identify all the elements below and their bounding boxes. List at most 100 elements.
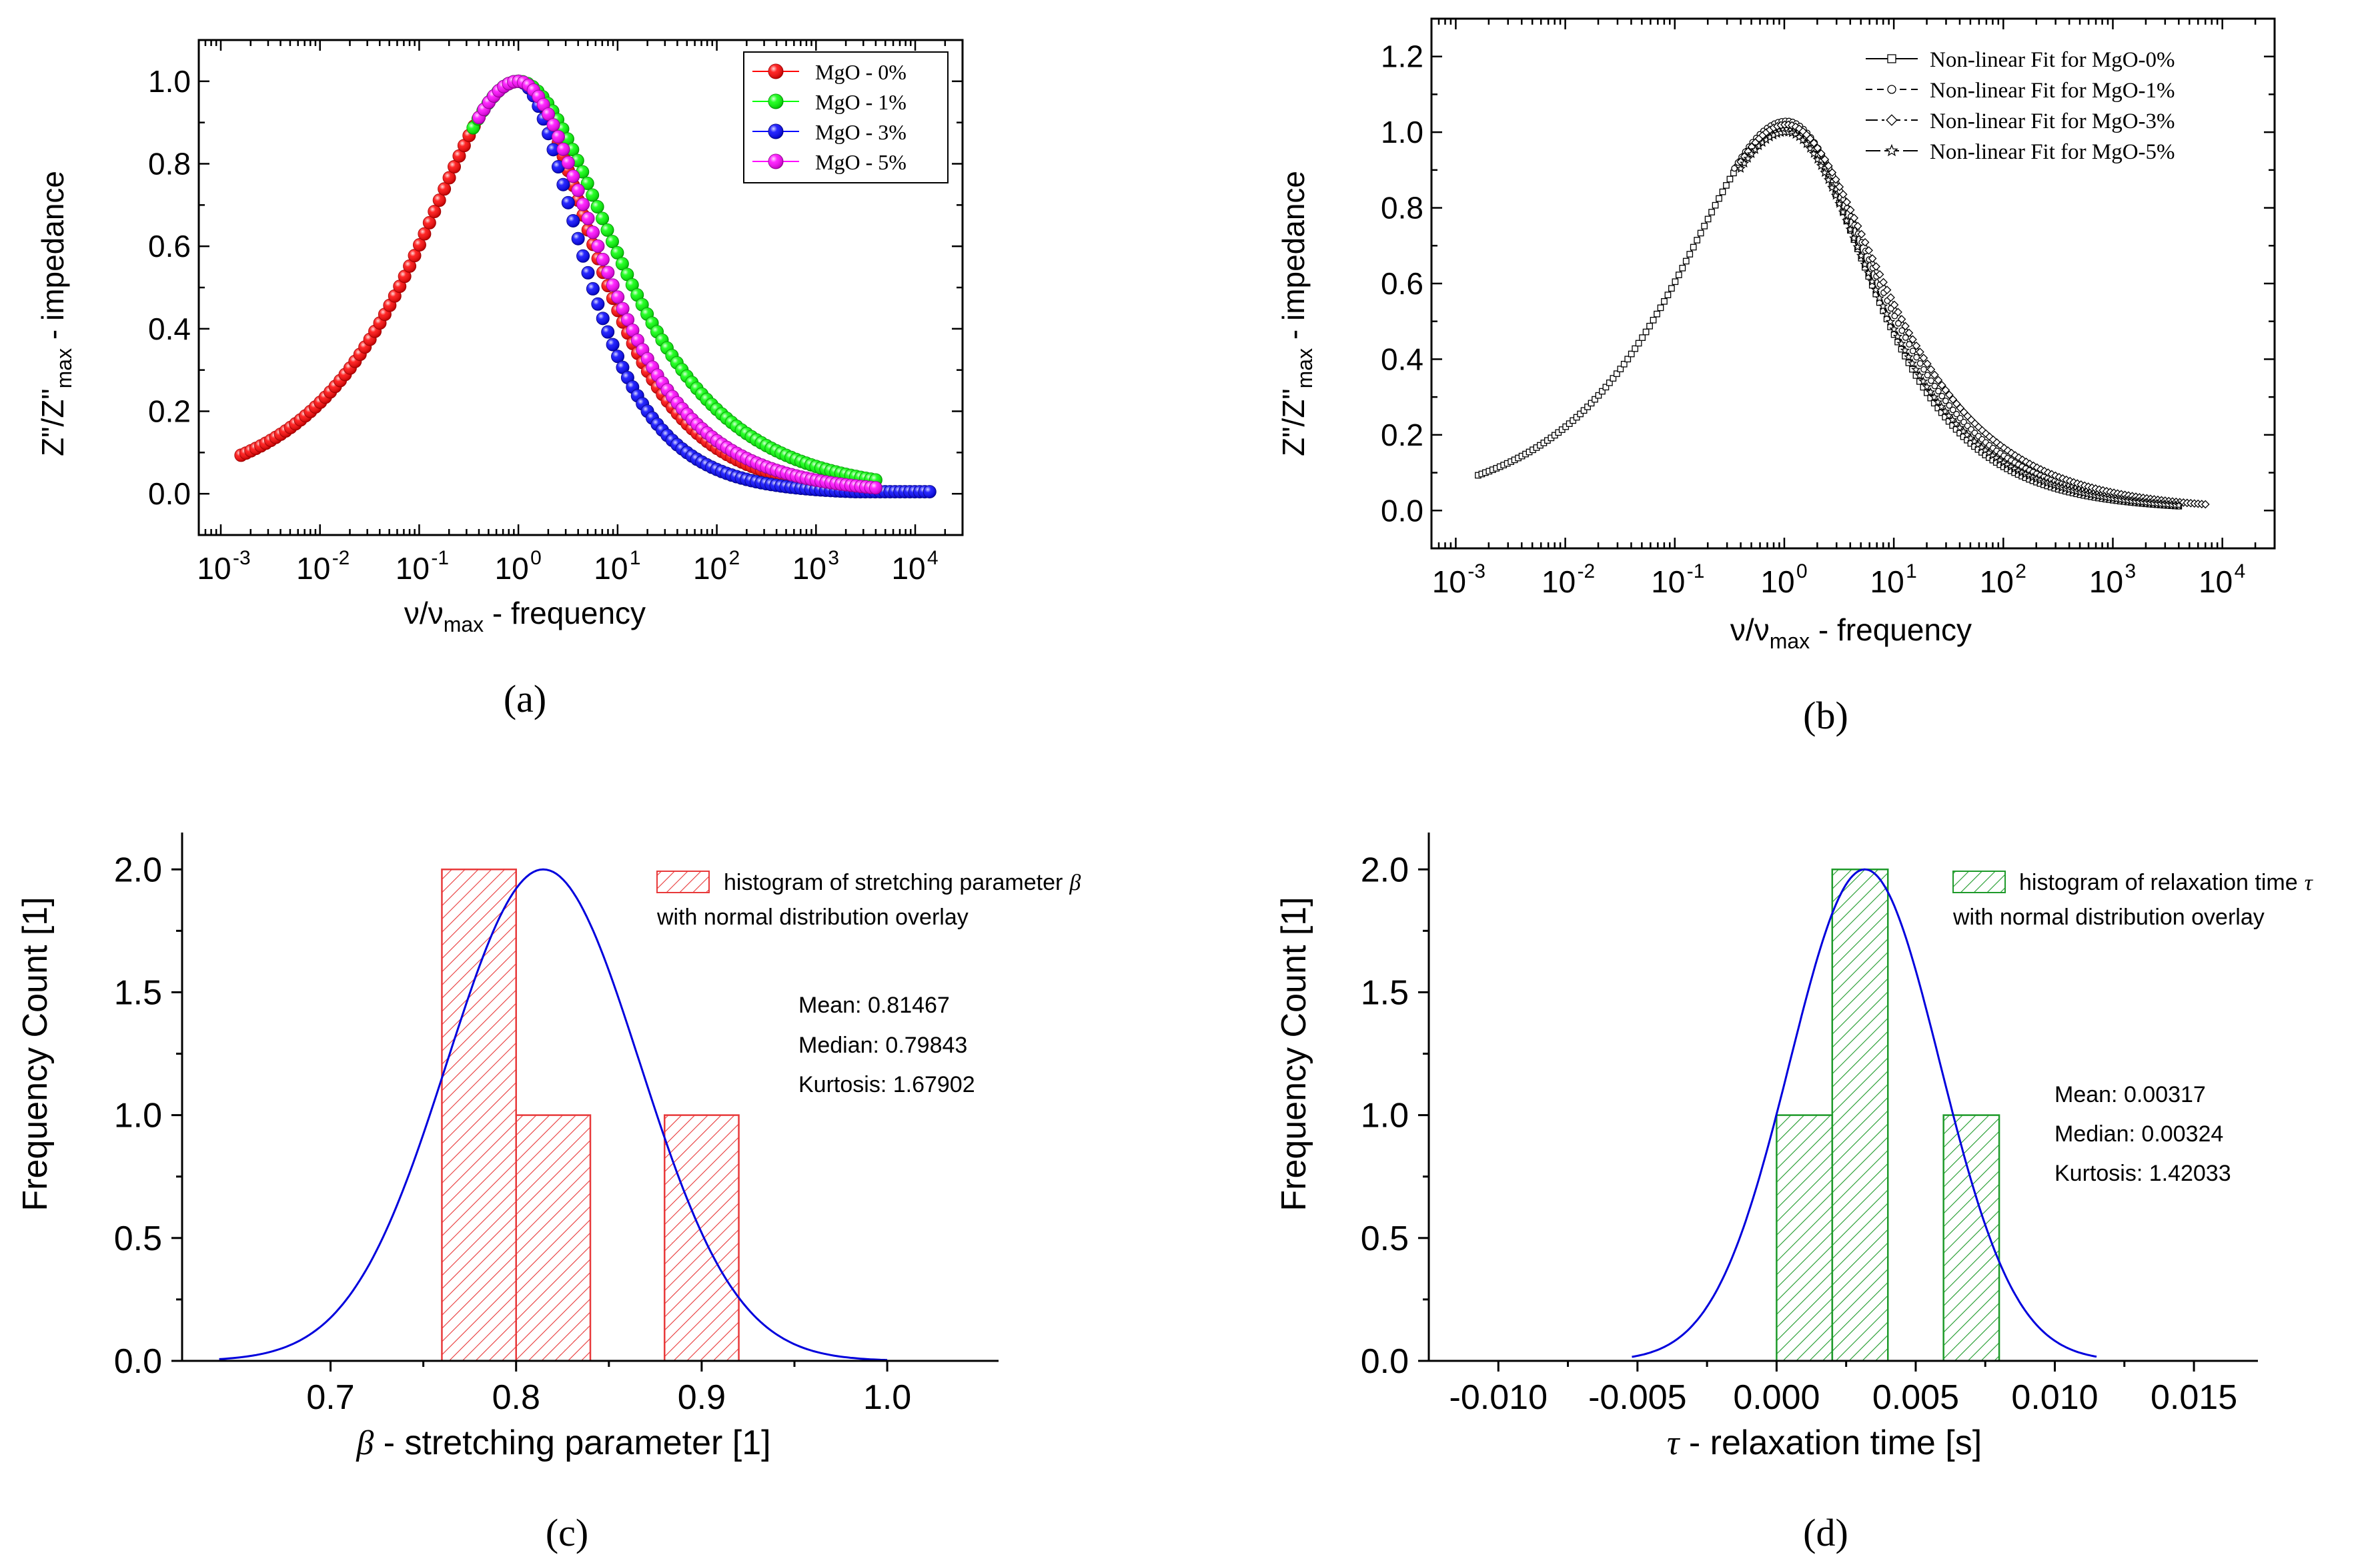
svg-text:Median: 0.79843: Median: 0.79843 bbox=[798, 1033, 967, 1058]
panel-b-point bbox=[1620, 360, 1628, 368]
panel-b-point bbox=[1872, 262, 1880, 271]
panel-d-axes-frame bbox=[1418, 833, 2258, 1372]
b-y-tick-label: 0.2 bbox=[1381, 418, 1423, 452]
panel-b-point bbox=[1894, 320, 1902, 327]
panel-b-point bbox=[1746, 149, 1757, 159]
a-y-tick-label: 0.4 bbox=[148, 312, 191, 346]
panel-b-point bbox=[1879, 278, 1888, 287]
panel-b-point bbox=[1664, 292, 1672, 298]
panel-b-point bbox=[1824, 161, 1833, 170]
a-x-tick-label: 10 bbox=[891, 551, 925, 586]
d-x-tick-label: 0.015 bbox=[2151, 1378, 2237, 1417]
panel-b-point bbox=[1852, 241, 1863, 251]
a-x-tick-exponent: 3 bbox=[828, 547, 839, 569]
panel-b-point bbox=[1846, 205, 1855, 215]
panel-d-tick-labels: 0.0 0.5 1.0 1.5 2.0 -0.010 -0.005 0.000 0.005 0.0… bbox=[1361, 851, 2237, 1417]
panel-b-point bbox=[1816, 149, 1826, 158]
panel-b-point bbox=[1912, 342, 1921, 350]
panel-b-point bbox=[1809, 139, 1818, 147]
panel-b-point bbox=[1931, 382, 1938, 390]
panel-b-point bbox=[1694, 237, 1701, 243]
panel-d-stats: Mean: 0.00317 Median: 0.00324 Kurtosis: … bbox=[2054, 1082, 2231, 1186]
a-x-tick-label: 10 bbox=[792, 551, 826, 586]
a-x-tick-exponent: 0 bbox=[530, 547, 542, 569]
panel-b-point bbox=[1910, 364, 1921, 374]
d-x-tick-label: 0.000 bbox=[1733, 1378, 1820, 1417]
panel-b-point bbox=[1949, 406, 1956, 414]
panel-b-point bbox=[1827, 182, 1837, 192]
panel-b-point bbox=[1992, 438, 2001, 447]
panel-b-point bbox=[1712, 201, 1719, 209]
a-x-tick-label: 10 bbox=[495, 551, 529, 586]
a-x-tick-label: 10 bbox=[197, 551, 231, 586]
b-y-tick-label: 1.0 bbox=[1381, 115, 1423, 149]
c-bar bbox=[515, 1114, 592, 1362]
svg-text:Mean: 0.00317: Mean: 0.00317 bbox=[2054, 1082, 2206, 1107]
panel-b-point bbox=[1951, 418, 1961, 428]
panel-b-point bbox=[1946, 402, 1953, 409]
panel-c: 0.0 0.5 1.0 1.5 2.0 0.7 0.8 0.9 1.0 Frequency Co… bbox=[16, 833, 1081, 1554]
panel-a-y-axis-label: Z"/Z"max - impedance bbox=[35, 171, 76, 456]
panel-b-point bbox=[1892, 331, 1903, 341]
d-normal-distribution-line bbox=[1632, 868, 2097, 1358]
d-x-tick-label: -0.010 bbox=[1449, 1378, 1548, 1417]
panel-b-point bbox=[1988, 435, 1998, 444]
panel-b-point bbox=[1642, 328, 1650, 336]
panel-b-point bbox=[1610, 375, 1617, 382]
panel-b-point bbox=[1708, 209, 1715, 215]
panel-b-point bbox=[1896, 338, 1906, 348]
panel-b-point bbox=[1704, 215, 1712, 223]
panel-b-point bbox=[1948, 395, 1958, 404]
c-x-tick-label: 1.0 bbox=[863, 1378, 911, 1417]
panel-b-point bbox=[1906, 341, 1913, 348]
panel-b-point bbox=[1867, 276, 1877, 286]
panel-b-point bbox=[1726, 175, 1734, 183]
panel-b-point bbox=[1947, 414, 1958, 424]
panel-b-point bbox=[1657, 304, 1664, 312]
panel-b-point bbox=[1920, 366, 1927, 373]
panel-a: 10 -3 10 -2 10 -1 10 0 10 1 10 2 10 3 10 40.00.20.40.60… bbox=[35, 39, 964, 720]
panel-b-point bbox=[1904, 328, 1914, 338]
svg-text:with normal distribution overl: with normal distribution overlay bbox=[1952, 905, 2265, 930]
panel-b-point bbox=[1998, 457, 2008, 467]
panel-b-point bbox=[1731, 165, 1738, 172]
panel-a-legend-label: MgO - 1% bbox=[815, 90, 907, 114]
panel-b-point bbox=[1599, 388, 1606, 395]
b-x-tick-exponent: 4 bbox=[2235, 560, 2246, 582]
panel-d-label: (d) bbox=[1803, 1511, 1848, 1554]
panel-b-point bbox=[1891, 312, 1898, 320]
panel-b-point bbox=[1856, 250, 1866, 260]
panel-b-point bbox=[1952, 399, 1961, 408]
a-y-tick-label: 0.2 bbox=[148, 394, 191, 429]
panel-b-point bbox=[1897, 315, 1906, 324]
b-x-tick-label: 10 bbox=[1651, 564, 1685, 599]
panel-b-point bbox=[1613, 370, 1620, 378]
panel-b-point bbox=[1936, 402, 1946, 412]
panel-b-point bbox=[1913, 354, 1920, 361]
panel-a-label: (a) bbox=[504, 677, 546, 720]
panel-b-point bbox=[1894, 308, 1902, 317]
panel-b-point bbox=[1820, 155, 1830, 164]
panel-b-legend-label: Non-linear Fit for MgO-5% bbox=[1930, 140, 2175, 164]
b-x-tick-exponent: 0 bbox=[1796, 560, 1808, 582]
b-y-tick-label: 0.6 bbox=[1381, 266, 1423, 301]
svg-text:Median: 0.00324: Median: 0.00324 bbox=[2054, 1121, 2223, 1147]
panel-b-legend-marker bbox=[1886, 114, 1898, 126]
d-x-tick-label: 0.010 bbox=[2011, 1378, 2098, 1417]
panel-b-point bbox=[1953, 410, 1960, 418]
panel-b-point bbox=[1743, 153, 1753, 163]
panel-b-legend-marker bbox=[1887, 54, 1896, 63]
d-y-tick-label: 0.5 bbox=[1361, 1219, 1409, 1258]
panel-b-point bbox=[1996, 441, 2005, 450]
panel-b-point bbox=[2016, 467, 2027, 477]
panel-d-histogram-bars bbox=[1776, 869, 2000, 1362]
panel-b-axes-frame bbox=[1430, 17, 2276, 550]
panel-b-point bbox=[1838, 190, 1848, 199]
panel-b-point bbox=[1723, 182, 1730, 189]
panel-d-y-axis-label: Frequency Count [1] bbox=[1275, 897, 1313, 1211]
panel-b-point bbox=[2173, 500, 2184, 510]
c-normal-distribution-line bbox=[219, 868, 888, 1362]
panel-c-y-axis-label: Frequency Count [1] bbox=[16, 897, 55, 1211]
